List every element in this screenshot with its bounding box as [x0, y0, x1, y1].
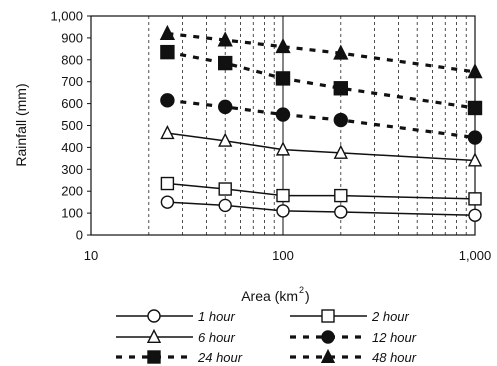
legend-label: 1 hour: [198, 309, 236, 324]
data-point: [276, 188, 290, 203]
series-line: [167, 50, 476, 110]
data-point: [275, 37, 291, 54]
series-24-hour: [160, 44, 483, 116]
x-tick-label: 1,000: [459, 248, 492, 263]
data-point: [276, 204, 290, 218]
x-axis-title-close: ): [305, 288, 310, 304]
legend-item: 1 hour: [116, 309, 236, 324]
legend-item: 48 hour: [290, 348, 417, 365]
data-point: [218, 132, 233, 147]
series-line: [167, 98, 476, 140]
x-tick-label: 100: [272, 248, 294, 263]
y-tick-label: 800: [61, 52, 83, 67]
data-point: [468, 208, 482, 222]
data-series: [159, 24, 483, 222]
y-tick-label: 900: [61, 30, 83, 45]
data-point: [218, 55, 233, 71]
data-point: [218, 198, 232, 213]
legend: 1 hour 2 hour 6 hour 12 hour 24 hour 48 hour: [116, 309, 417, 365]
series-2-hour: [160, 176, 482, 206]
data-point: [160, 125, 175, 140]
data-point: [467, 130, 483, 145]
legend-label: 2 hour: [371, 309, 410, 324]
data-point: [147, 309, 161, 323]
data-point: [217, 31, 233, 47]
legend-item: 2 hour: [290, 309, 410, 324]
data-point: [275, 141, 291, 156]
data-point: [467, 152, 483, 167]
x-tick-label: 10: [84, 248, 98, 263]
legend-label: 24 hour: [197, 350, 243, 365]
y-tick-label: 600: [61, 96, 83, 111]
y-tick-label: 1,000: [50, 9, 83, 24]
y-tick-label: 0: [76, 228, 83, 243]
data-point: [146, 328, 162, 343]
legend-item: 6 hour: [116, 328, 236, 345]
data-point: [333, 144, 348, 159]
series-1-hour: [160, 195, 482, 222]
data-point: [160, 44, 175, 60]
legend-item: 12 hour: [290, 330, 417, 345]
y-tick-label: 500: [61, 118, 83, 133]
y-tick-label: 700: [61, 74, 83, 89]
data-point: [275, 107, 291, 122]
data-point: [321, 330, 335, 344]
y-tick-label: 100: [61, 206, 83, 221]
x-axis-title-superscript: 2: [299, 285, 304, 295]
series-line: [167, 31, 476, 74]
data-point: [467, 100, 483, 116]
series-6-hour: [160, 125, 483, 167]
data-point: [160, 195, 175, 209]
data-point: [333, 81, 348, 96]
data-point: [159, 24, 176, 40]
y-axis: 0 100 200 300 400 500 600 700 800 900 1,000: [50, 9, 91, 243]
series-line: [167, 182, 476, 200]
data-point: [147, 350, 161, 364]
data-point: [320, 348, 336, 363]
legend-item: 24 hour: [116, 350, 243, 365]
data-point: [218, 182, 232, 196]
y-tick-label: 300: [61, 162, 83, 177]
data-point: [333, 44, 349, 60]
series-line: [167, 132, 476, 162]
y-tick-label: 200: [61, 184, 83, 199]
data-point: [275, 71, 291, 86]
series-line: [167, 201, 476, 217]
series-12-hour: [160, 93, 483, 145]
data-point: [333, 112, 348, 128]
data-point: [160, 176, 175, 191]
x-axis: 10 100 1,000: [84, 248, 492, 263]
x-axis-title: Area (km: [241, 288, 298, 304]
legend-label: 6 hour: [198, 330, 236, 345]
legend-label: 12 hour: [372, 330, 417, 345]
y-tick-label: 400: [61, 140, 83, 155]
y-axis-title: Rainfall (mm): [13, 83, 29, 166]
data-point: [468, 192, 482, 206]
data-point: [321, 309, 335, 323]
data-point: [160, 93, 175, 108]
series-48-hour: [159, 24, 483, 79]
data-point: [334, 188, 348, 203]
data-point: [218, 99, 233, 115]
legend-label: 48 hour: [372, 350, 417, 365]
grid-lines: [148, 16, 467, 235]
data-point: [467, 63, 483, 79]
data-point: [334, 205, 348, 219]
